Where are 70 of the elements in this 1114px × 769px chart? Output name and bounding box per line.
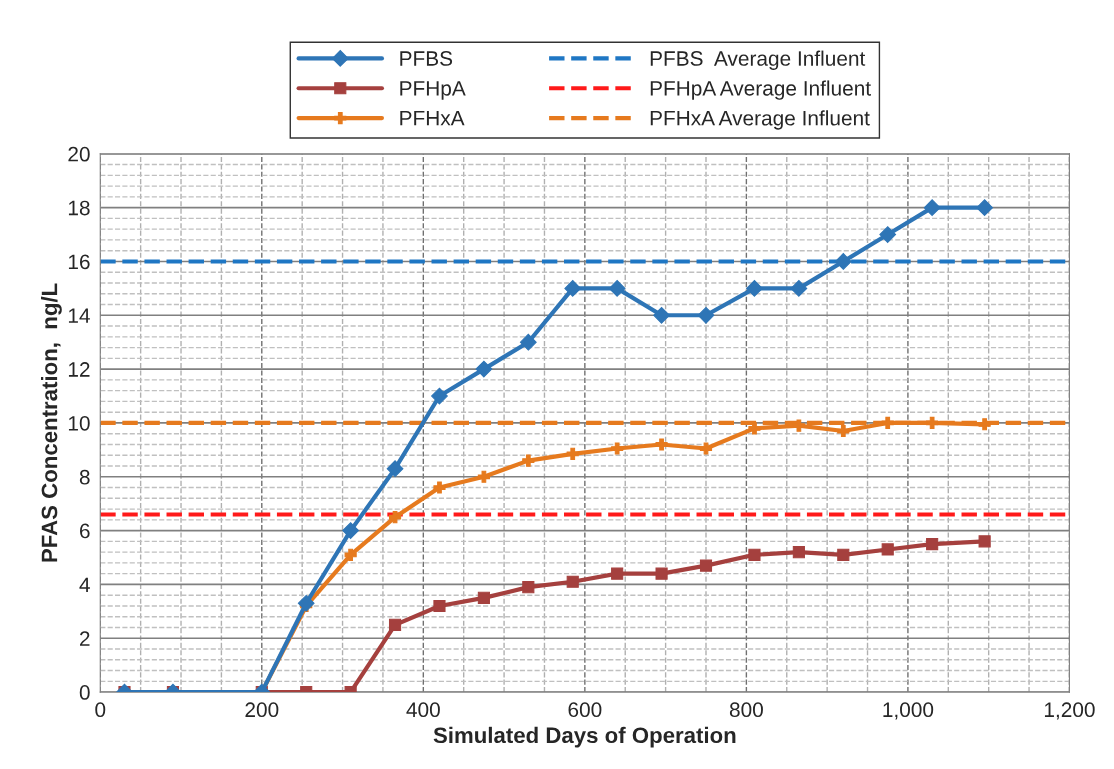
point [978,535,991,548]
y-tick-label: 20 [68,146,90,162]
x-tick-label: 800 [729,702,763,718]
point [433,481,446,494]
y-tick-label: 18 [68,200,90,216]
point [748,422,761,435]
x-tick-label: 400 [406,702,440,718]
point [746,280,763,297]
point [978,418,991,431]
y-tick-label: 16 [68,254,90,270]
point [748,548,761,561]
point [566,575,579,588]
point [386,460,404,478]
point [655,438,668,451]
point [976,199,994,217]
point [564,280,582,297]
point [522,581,535,594]
x-tick-label: 1,000 [883,702,934,720]
point [699,559,713,572]
point [923,199,941,217]
x-tick-label: 600 [568,702,602,718]
point [431,387,448,405]
y-tick-label: 12 [68,362,90,377]
y-tick-label: 10 [68,415,90,431]
legend-label: PFHxA Average Influent [650,110,870,130]
legend-label: PFHpA [400,81,466,100]
point [879,226,897,243]
point [926,416,939,430]
point [926,537,939,551]
y-tick-label: 8 [79,469,90,485]
point [837,424,850,438]
point [834,253,852,270]
point [388,511,402,524]
point [881,416,894,430]
legend-label: PFHpA Average Influent [650,80,871,100]
y-axis-title: PFAS Concentration, ng/L [41,283,62,562]
point [655,567,668,580]
point [653,306,670,324]
point [297,594,315,612]
point [519,333,537,351]
point [608,280,626,297]
point [475,360,493,378]
y-tick-label: 14 [68,308,90,323]
point [790,280,808,297]
y-tick-label: 2 [80,631,90,646]
point [342,522,360,539]
point [433,599,446,613]
y-tick-label: 0 [79,685,90,700]
point [881,543,894,556]
point [837,548,850,561]
point [566,447,579,460]
x-tick-label: 0 [95,702,106,718]
point [477,591,490,604]
x-tick-label: 200 [245,702,279,718]
point [792,546,805,559]
point [699,442,713,455]
point [344,548,357,561]
point [611,442,624,455]
y-tick-label: 4 [79,577,90,592]
point [477,470,490,483]
x-tick-label: 1,200 [1044,702,1095,720]
y-tick-label: 6 [80,523,90,539]
point [388,618,402,631]
legend-label: PFBS Average Influent [650,50,866,70]
point [522,454,535,467]
point [697,306,715,324]
point [611,567,624,580]
x-axis-title: Simulated Days of Operation [433,726,736,748]
legend-label: PFHxA [400,111,465,126]
legend-label: PFBS [400,51,453,66]
